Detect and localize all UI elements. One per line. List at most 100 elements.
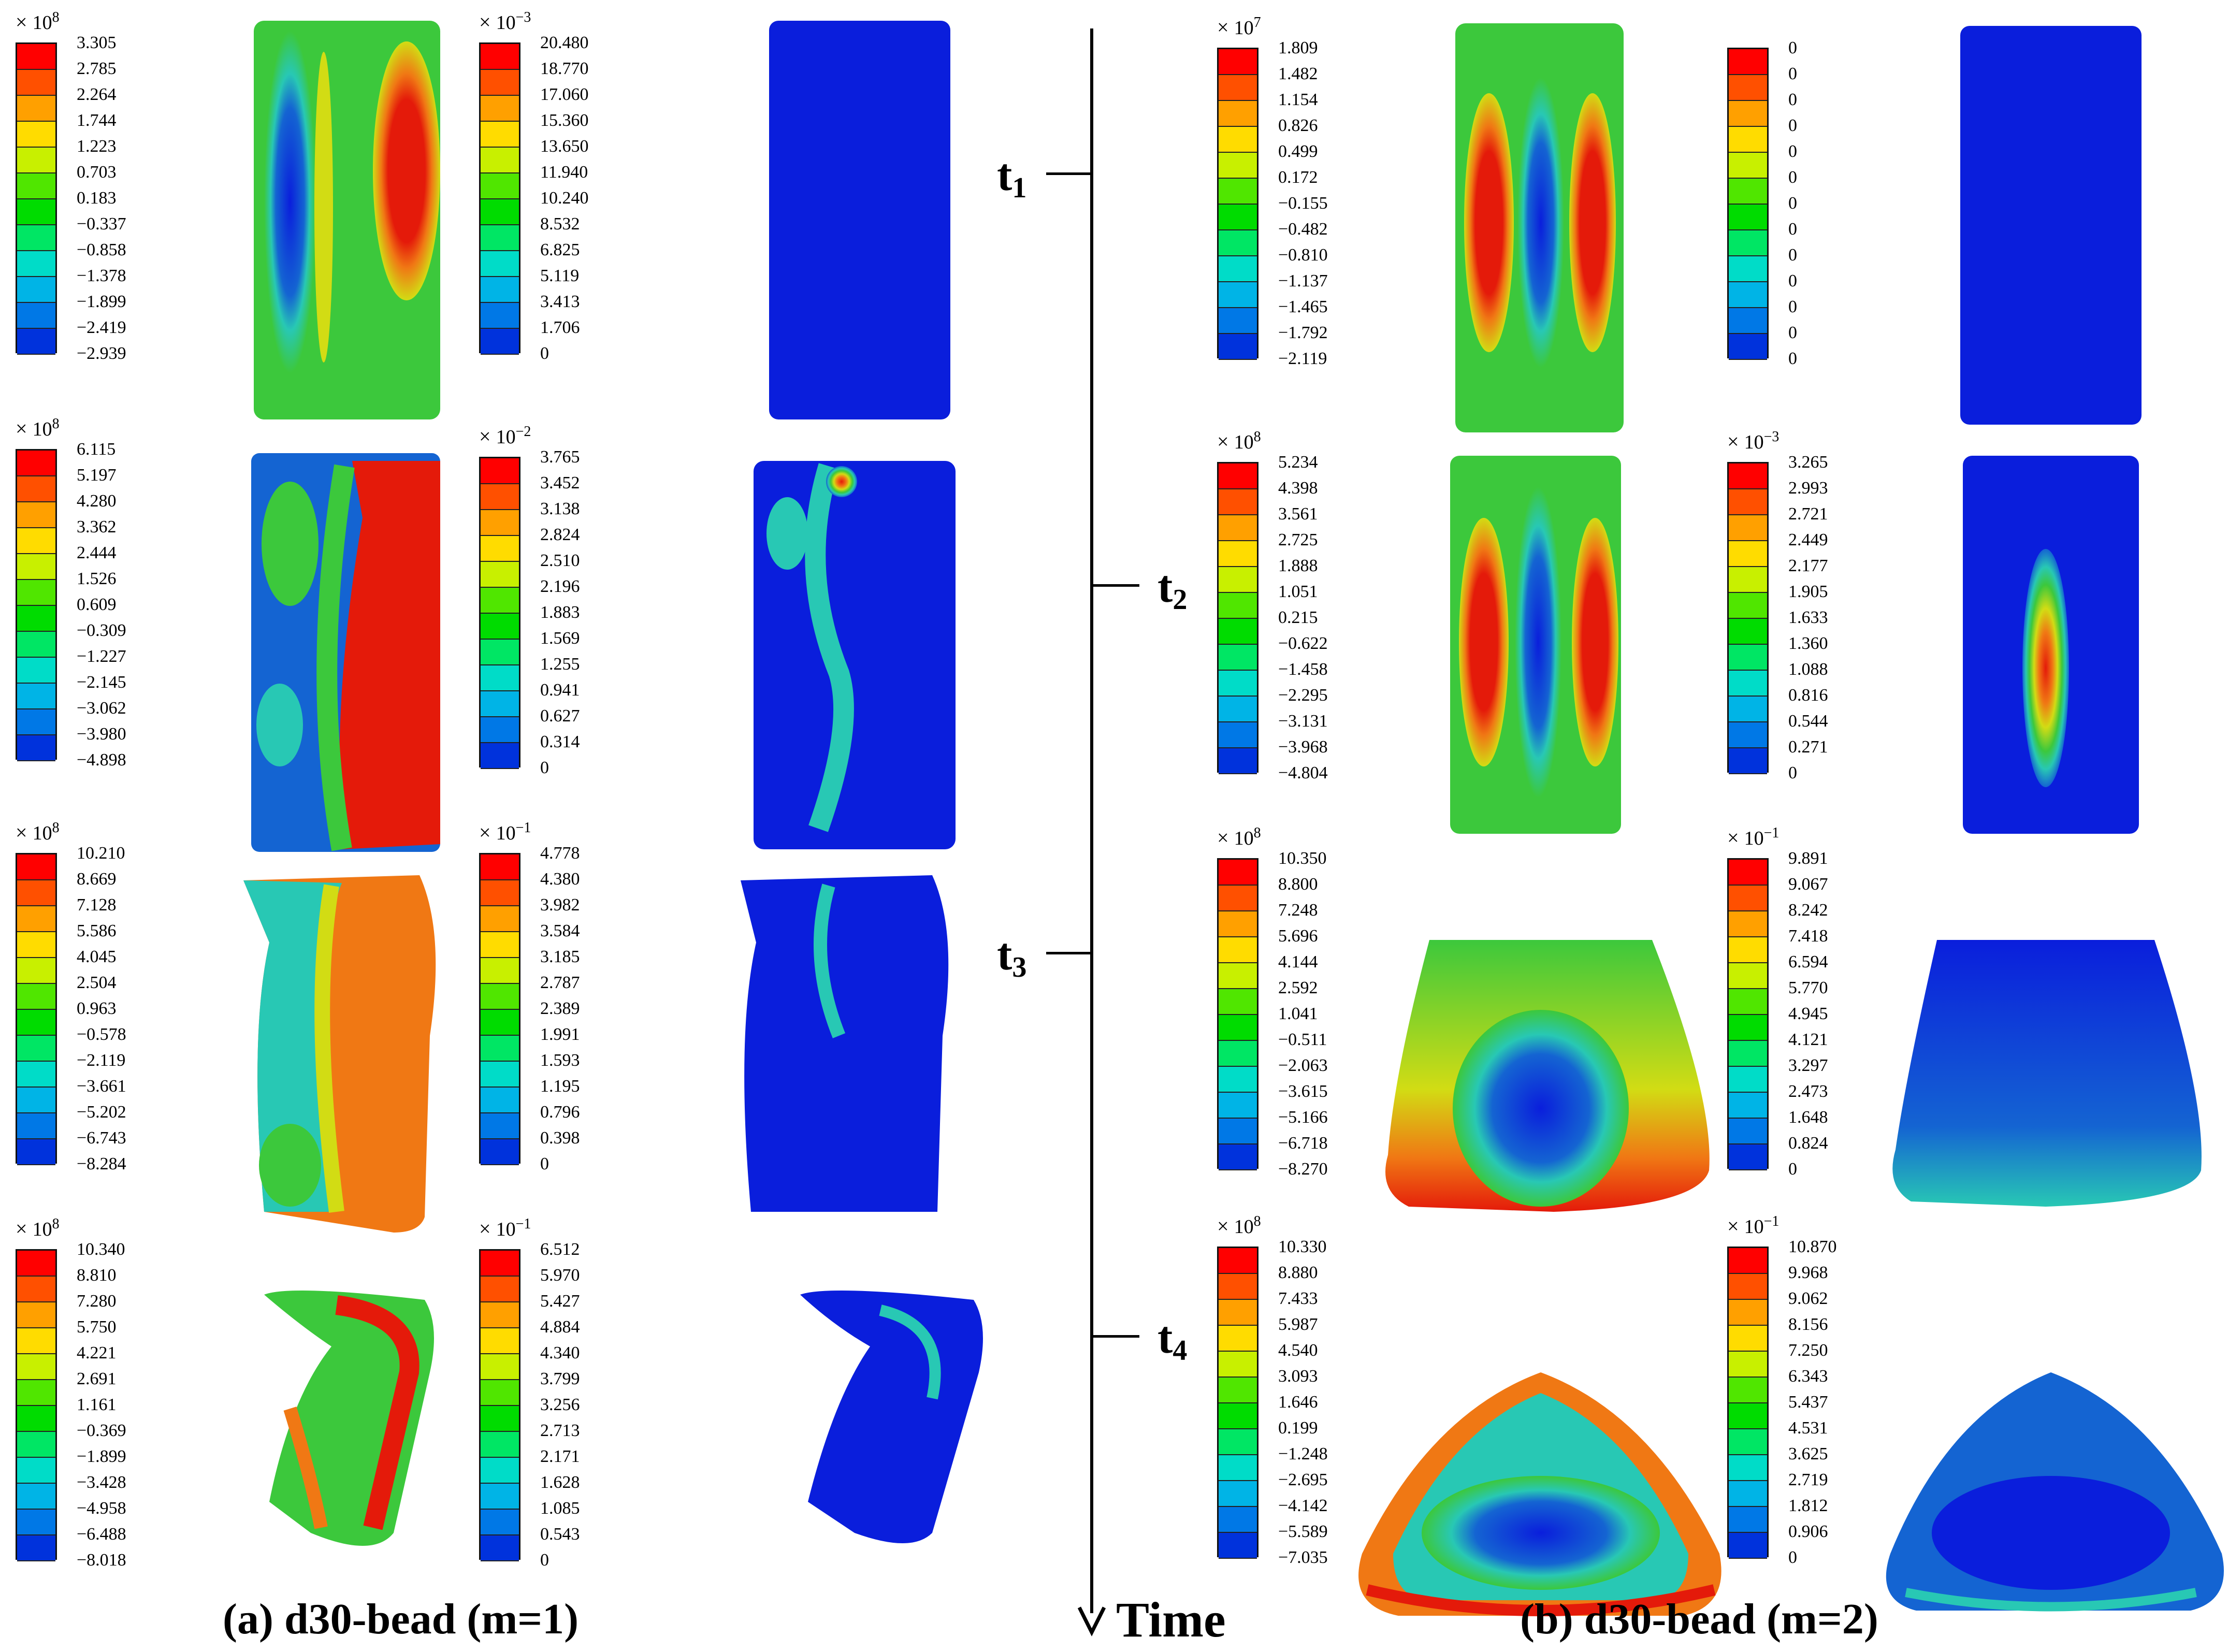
legend-tick-label: −0.810 bbox=[1278, 245, 1328, 265]
legend-tick-label: 5.750 bbox=[77, 1317, 117, 1337]
legend-color-band bbox=[1219, 334, 1257, 360]
legend-color-band bbox=[1729, 256, 1767, 282]
legend-color-band bbox=[1729, 645, 1767, 671]
legend-color-band bbox=[1729, 1429, 1767, 1455]
legend-tick-label: 0 bbox=[1788, 323, 1797, 342]
legend-tick-label: −5.202 bbox=[77, 1103, 126, 1122]
legend-color-band bbox=[481, 303, 519, 329]
legend-tick-label: 0 bbox=[1788, 142, 1797, 161]
legend-tick-label: 2.171 bbox=[540, 1447, 580, 1466]
legend-tick-label: 5.234 bbox=[1278, 453, 1318, 472]
legend-color-band bbox=[1729, 963, 1767, 989]
legend-color-band bbox=[481, 640, 519, 665]
legend-tick-label: −3.661 bbox=[77, 1077, 126, 1096]
legend-tick-label: 7.280 bbox=[77, 1292, 117, 1311]
legend-tick-label: −0.337 bbox=[77, 214, 126, 234]
legend-tick-label: 2.444 bbox=[77, 543, 117, 562]
legend-color-band bbox=[17, 658, 55, 684]
legend-tick-label: 0.183 bbox=[77, 189, 117, 208]
legend-color-band bbox=[481, 984, 519, 1010]
b3-stress-shape bbox=[1385, 940, 1710, 1212]
legend-color-band bbox=[481, 665, 519, 691]
legend-color-band bbox=[481, 96, 519, 122]
legend-color-band bbox=[17, 1139, 55, 1165]
legend-color-band bbox=[17, 1458, 55, 1484]
legend-color-band bbox=[17, 502, 55, 528]
legend-tick-label: −4.142 bbox=[1278, 1496, 1328, 1515]
legend-color-band bbox=[1219, 1300, 1257, 1326]
time-tick-mark-2 bbox=[1090, 584, 1139, 587]
legend-color-band bbox=[1219, 515, 1257, 541]
legend-tick-label: 0 bbox=[1788, 64, 1797, 83]
legend-tick-label: 0.703 bbox=[77, 163, 117, 182]
legend-color-band bbox=[1729, 722, 1767, 748]
legend-tick-label: 2.389 bbox=[540, 999, 580, 1018]
legend-tick-label: −0.309 bbox=[77, 621, 126, 640]
legend-color-band bbox=[17, 984, 55, 1010]
legend-color-band bbox=[17, 1277, 55, 1302]
legend-color-band bbox=[17, 958, 55, 984]
legend-color-band bbox=[17, 329, 55, 355]
legend-color-band bbox=[481, 880, 519, 906]
legend-tick-label: 9.968 bbox=[1788, 1263, 1828, 1282]
legend-color-band bbox=[1219, 179, 1257, 205]
legend-tick-label: 0.609 bbox=[77, 595, 117, 614]
legend-color-band bbox=[481, 70, 519, 96]
legend-color-band bbox=[1219, 886, 1257, 911]
legend-tick-label: 0 bbox=[540, 1154, 549, 1173]
legend-color-band bbox=[1219, 1481, 1257, 1507]
legend-tick-label: −2.939 bbox=[77, 344, 126, 363]
legend-tick-label: 1.706 bbox=[540, 318, 580, 337]
legend-tick-label: −1.458 bbox=[1278, 660, 1328, 679]
legend-tick-label: −0.369 bbox=[77, 1421, 126, 1440]
legend-color-band bbox=[1729, 282, 1767, 308]
legend-tick-label: 2.721 bbox=[1788, 504, 1828, 524]
legend-tick-label: 0.816 bbox=[1788, 686, 1828, 705]
legend-tick-label: 6.115 bbox=[77, 440, 116, 459]
legend-color-band bbox=[1219, 282, 1257, 308]
a2-stress-shape bbox=[251, 453, 440, 852]
legend-color-band bbox=[1729, 911, 1767, 937]
legend-tick-label: −8.270 bbox=[1278, 1160, 1328, 1179]
legend-color-band bbox=[1729, 1326, 1767, 1352]
legend-tick-label: 0 bbox=[1788, 271, 1797, 291]
legend-color-band bbox=[1729, 593, 1767, 619]
legend-color-band bbox=[1219, 49, 1257, 75]
legend-color-band bbox=[17, 606, 55, 632]
legend-tick-label: 1.883 bbox=[540, 603, 580, 622]
legend-color-band bbox=[1729, 1144, 1767, 1170]
legend-color-band bbox=[17, 1484, 55, 1510]
legend-color-band bbox=[1219, 989, 1257, 1015]
a4-stress-shape bbox=[264, 1291, 434, 1546]
legend-tick-label: 15.360 bbox=[540, 111, 589, 130]
b3-strain-shape bbox=[1892, 940, 2202, 1207]
legend-tick-label: −0.155 bbox=[1278, 194, 1328, 213]
legend-color-band bbox=[481, 1380, 519, 1406]
legend-tick-label: 2.510 bbox=[540, 551, 580, 570]
legend-tick-label: −5.166 bbox=[1278, 1108, 1328, 1127]
legend-color-band bbox=[1219, 697, 1257, 722]
legend-scale-factor: × 10−2 bbox=[479, 424, 531, 448]
legend-tick-label: 5.437 bbox=[1788, 1393, 1828, 1412]
legend-tick-label: 4.045 bbox=[77, 947, 117, 966]
legend-tick-label: 0.796 bbox=[540, 1103, 580, 1122]
legend-tick-label: 5.586 bbox=[77, 921, 117, 940]
legend-tick-label: 4.398 bbox=[1278, 479, 1318, 498]
b2-stress-shape bbox=[1450, 456, 1621, 834]
legend-tick-label: 1.646 bbox=[1278, 1393, 1318, 1412]
legend-color-band bbox=[1729, 1533, 1767, 1559]
legend-tick-label: 7.418 bbox=[1788, 926, 1828, 946]
legend-color-band bbox=[1219, 1067, 1257, 1093]
legend-color-band bbox=[17, 1432, 55, 1458]
legend-tick-label: −3.131 bbox=[1278, 712, 1328, 731]
legend-color-band bbox=[1219, 153, 1257, 179]
legend-scale-factor: × 107 bbox=[1217, 15, 1261, 39]
legend-tick-label: 1.255 bbox=[540, 655, 580, 674]
legend-tick-label: 4.221 bbox=[77, 1343, 117, 1363]
legend-color-band bbox=[1729, 541, 1767, 567]
legend-color-band bbox=[1219, 1403, 1257, 1429]
legend-color-bar bbox=[16, 853, 57, 1165]
legend-tick-label: 3.765 bbox=[540, 447, 580, 467]
legend-tick-label: 1.051 bbox=[1278, 582, 1318, 601]
legend-color-band bbox=[481, 251, 519, 277]
